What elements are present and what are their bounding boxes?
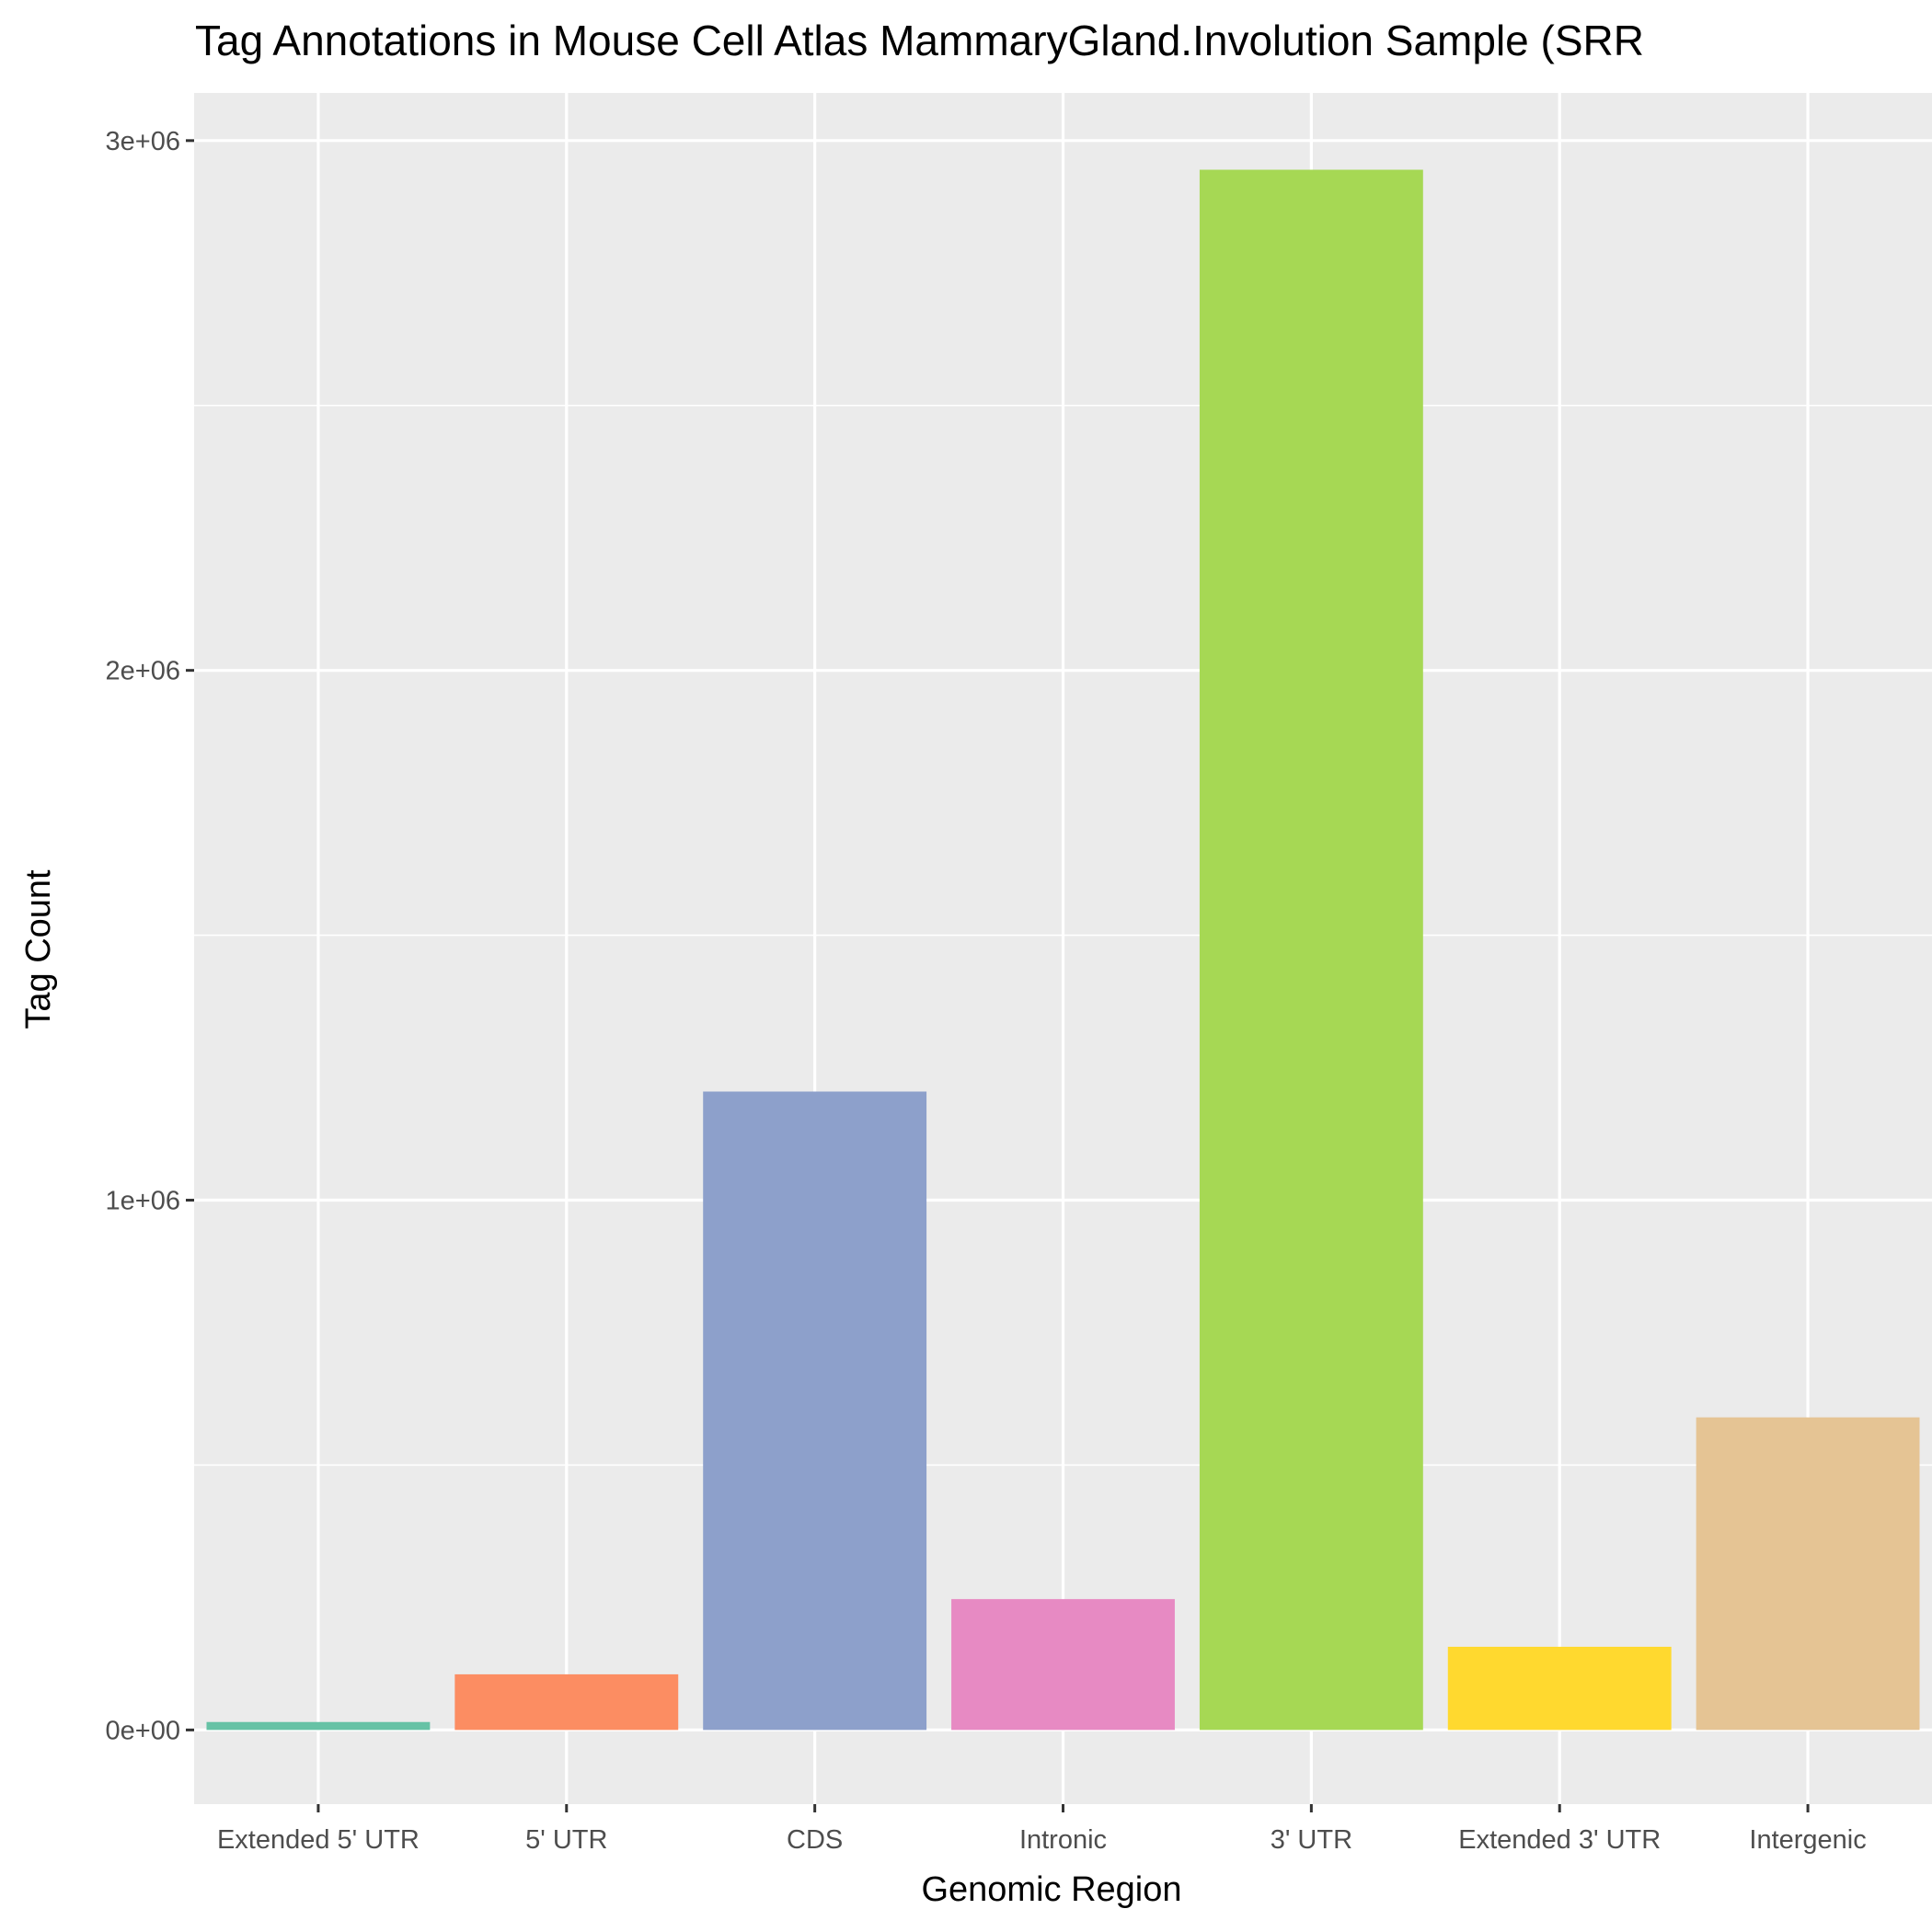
bar [951,1599,1175,1731]
y-tick-label: 3e+06 [106,127,180,156]
x-axis-ticks: Extended 5' UTR 5' UTR CDS Intronic 3' UTR Ex… [217,1804,1867,1855]
bar [1696,1417,1920,1731]
y-axis-ticks: 0e+00 1e+06 2e+06 3e+06 [106,127,194,1745]
bar [703,1091,927,1731]
y-tick-label: 2e+06 [106,657,180,686]
bar [1447,1646,1672,1731]
x-tick-label: Intergenic [1749,1825,1866,1855]
x-tick-label: CDS [787,1825,843,1855]
bar [206,1721,431,1731]
x-tick-label: 5' UTR [525,1825,607,1855]
y-tick-label: 0e+00 [106,1716,180,1745]
x-tick-label: Extended 5' UTR [217,1825,420,1855]
x-tick-label: Extended 3' UTR [1458,1825,1661,1855]
y-tick-label: 1e+06 [106,1187,180,1216]
x-axis-title: Genomic Region [921,1870,1181,1909]
x-tick-label: 3' UTR [1271,1825,1352,1855]
bar [1199,169,1423,1731]
chart-title: Tag Annotations in Mouse Cell Atlas Mamm… [195,17,1644,64]
bar [454,1673,679,1731]
x-tick-label: Intronic [1019,1825,1107,1855]
bars [206,169,1920,1731]
y-axis-title: Tag Count [19,869,58,1029]
